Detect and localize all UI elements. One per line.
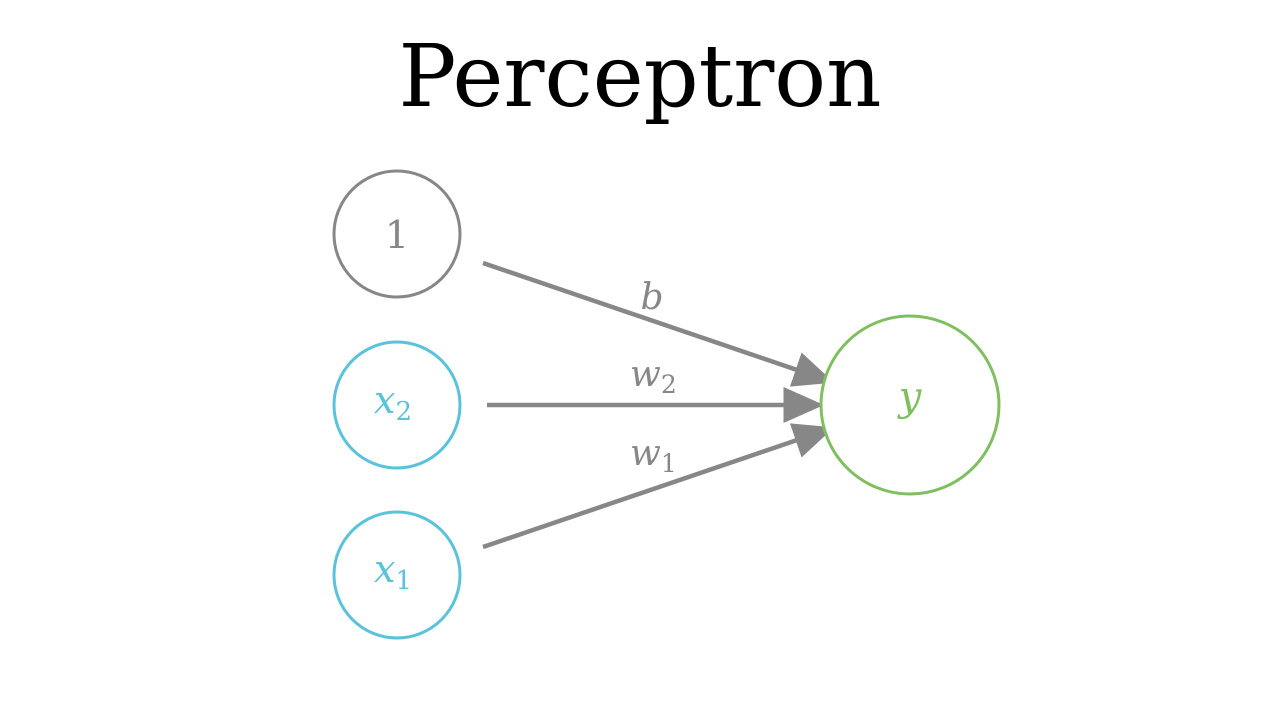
- node-x2-base: x: [374, 378, 395, 422]
- edge-x1-to-y: [482, 423, 835, 550]
- node-x2-label: x2: [374, 378, 412, 427]
- node-x1-label: x1: [374, 547, 412, 596]
- edge-label-w1: w1: [630, 433, 677, 478]
- node-x2: x2: [332, 340, 462, 470]
- edge-label-w1-sub: 1: [661, 449, 677, 478]
- edge-bias-to-y: [482, 260, 835, 387]
- edge-label-w2-sub: 2: [661, 370, 677, 399]
- node-x2-sub: 2: [395, 397, 412, 427]
- node-x1-circle: [332, 510, 462, 640]
- edge-label-b: b: [640, 277, 663, 318]
- node-x1: x1: [332, 510, 462, 640]
- edge-bias-line: [482, 260, 835, 387]
- node-bias-label: 1: [385, 213, 409, 257]
- edge-label-w2-base: w: [630, 354, 661, 395]
- node-x1-base: x: [374, 547, 395, 591]
- edge-x1-line: [482, 423, 835, 550]
- node-x2-circle: [332, 340, 462, 470]
- node-y-circle: [819, 314, 1001, 496]
- edge-label-w1-base: w: [630, 433, 661, 474]
- node-bias: 1: [332, 169, 462, 299]
- node-y: y: [819, 314, 1001, 496]
- page-title: Perceptron: [398, 27, 882, 127]
- node-x1-sub: 1: [395, 566, 412, 596]
- node-bias-circle: [332, 169, 462, 299]
- node-y-label: y: [897, 374, 923, 420]
- edge-label-w2: w2: [630, 354, 677, 399]
